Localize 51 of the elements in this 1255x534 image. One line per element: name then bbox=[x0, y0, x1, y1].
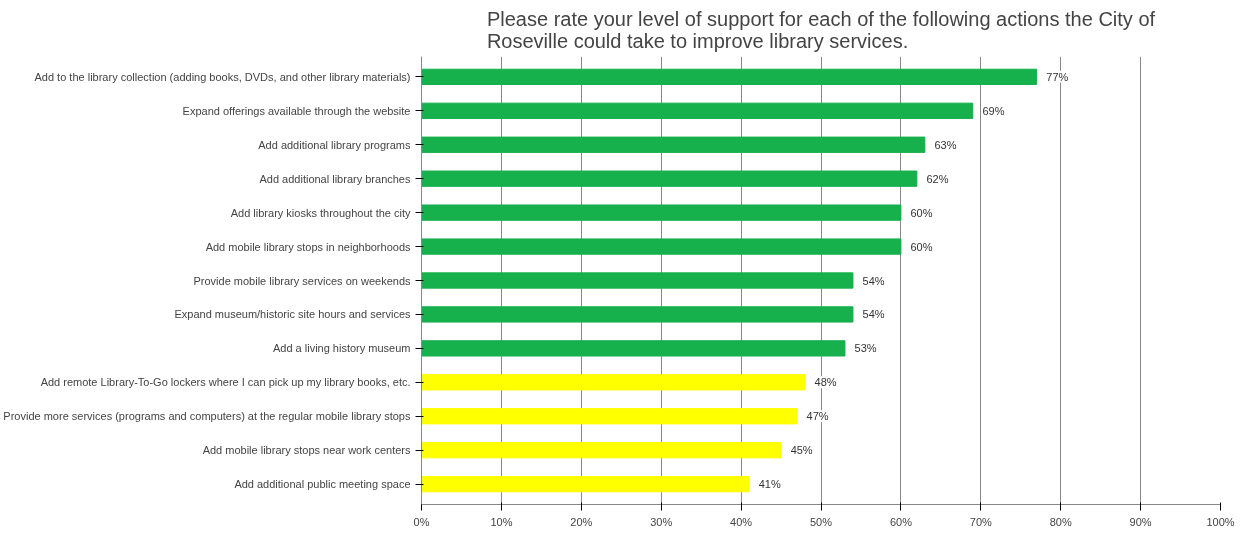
data-label: 60% bbox=[910, 206, 933, 219]
data-label: 60% bbox=[910, 240, 933, 253]
x-tick-label: 40% bbox=[730, 515, 753, 528]
bar bbox=[421, 306, 854, 323]
data-label: 77% bbox=[1046, 70, 1069, 83]
bar bbox=[421, 238, 902, 255]
x-tick-label: 0% bbox=[413, 515, 430, 528]
x-tick-label: 30% bbox=[650, 515, 673, 528]
data-label: 47% bbox=[806, 410, 829, 423]
data-label: 54% bbox=[862, 308, 885, 321]
data-label: 62% bbox=[926, 172, 949, 185]
y-tick-label: Provide mobile library services on weekends bbox=[193, 274, 411, 287]
bar bbox=[421, 476, 750, 493]
data-label: 41% bbox=[758, 478, 781, 491]
bar bbox=[421, 204, 902, 221]
x-tick-label: 100% bbox=[1206, 515, 1235, 528]
y-tick-label: Add mobile library stops in neighborhoods bbox=[205, 240, 411, 253]
x-tick-label: 70% bbox=[969, 515, 993, 528]
x-tick-label: 60% bbox=[889, 515, 913, 528]
data-label: 69% bbox=[982, 104, 1005, 117]
bar bbox=[421, 374, 806, 391]
bar bbox=[421, 170, 918, 187]
data-label: 53% bbox=[854, 342, 877, 355]
y-tick-label: Add remote Library-To-Go lockers where I can pick up my library books, etc. bbox=[40, 376, 411, 389]
bar bbox=[421, 442, 782, 459]
y-tick-label: Provide more services (programs and computers) at the regular mobile library stops bbox=[3, 410, 411, 423]
bar bbox=[421, 408, 798, 425]
y-tick-label: Expand museum/historic site hours and services bbox=[174, 308, 411, 321]
bar bbox=[421, 68, 1038, 85]
data-label: 45% bbox=[790, 444, 813, 457]
data-label: 63% bbox=[934, 138, 957, 151]
x-tick-label: 10% bbox=[490, 515, 513, 528]
data-label: 48% bbox=[814, 376, 837, 389]
y-tick-label: Add a living history museum bbox=[272, 342, 411, 355]
y-tick-label: Add additional public meeting space bbox=[234, 478, 411, 491]
bar bbox=[421, 102, 974, 119]
x-tick-label: 80% bbox=[1049, 515, 1072, 528]
y-tick-label: Add additional library branches bbox=[259, 172, 411, 185]
x-tick-label: 50% bbox=[809, 515, 833, 528]
x-tick-label: 90% bbox=[1129, 515, 1152, 528]
y-tick-label: Add library kiosks throughout the city bbox=[230, 206, 411, 219]
y-tick-label: Add additional library programs bbox=[258, 138, 411, 151]
y-tick-label: Add to the library collection (adding books, DVDs, and other library materials) bbox=[34, 70, 411, 83]
bar bbox=[421, 272, 854, 289]
bar bbox=[421, 136, 926, 153]
x-tick-label: 20% bbox=[570, 515, 593, 528]
bar bbox=[421, 340, 846, 357]
y-tick-label: Add mobile library stops near work centers bbox=[202, 444, 411, 457]
chart-title: Please rate your level of support for each of the following actions the City of Roseville could take to improve library services. bbox=[486, 7, 1156, 52]
y-tick-label: Expand offerings available through the website bbox=[182, 104, 411, 117]
data-label: 54% bbox=[862, 274, 885, 287]
